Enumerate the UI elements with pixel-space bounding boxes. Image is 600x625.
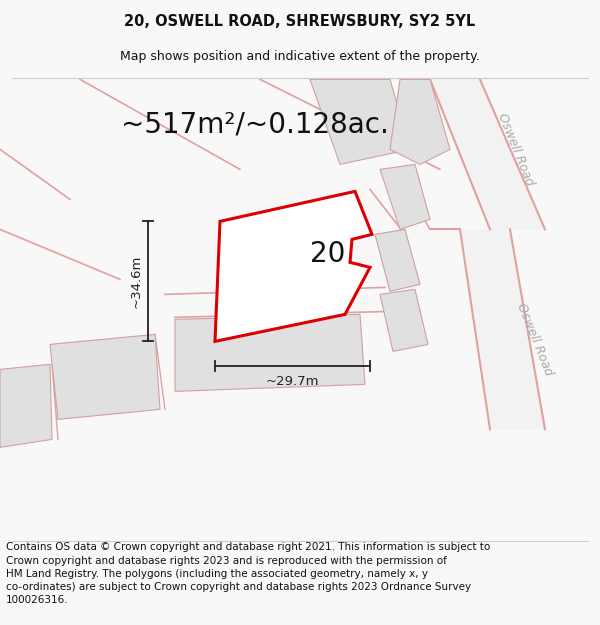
Polygon shape: [460, 229, 545, 429]
Polygon shape: [380, 164, 430, 229]
Text: 20, OSWELL ROAD, SHREWSBURY, SY2 5YL: 20, OSWELL ROAD, SHREWSBURY, SY2 5YL: [124, 14, 476, 29]
Text: ~29.7m: ~29.7m: [266, 375, 319, 388]
Polygon shape: [310, 79, 410, 164]
Polygon shape: [375, 229, 420, 291]
Text: Contains OS data © Crown copyright and database right 2021. This information is : Contains OS data © Crown copyright and d…: [6, 542, 490, 605]
Polygon shape: [50, 334, 160, 419]
Polygon shape: [175, 314, 365, 391]
Polygon shape: [430, 79, 545, 229]
Text: ~34.6m: ~34.6m: [130, 255, 143, 308]
Text: 20: 20: [310, 240, 345, 268]
Text: Oswell Road: Oswell Road: [496, 111, 536, 188]
Polygon shape: [380, 289, 428, 351]
Polygon shape: [215, 191, 372, 341]
Text: Oswell Road: Oswell Road: [515, 301, 556, 378]
Text: Map shows position and indicative extent of the property.: Map shows position and indicative extent…: [120, 50, 480, 62]
Polygon shape: [390, 79, 450, 164]
Text: ~517m²/~0.128ac.: ~517m²/~0.128ac.: [121, 111, 389, 138]
Polygon shape: [0, 364, 52, 448]
